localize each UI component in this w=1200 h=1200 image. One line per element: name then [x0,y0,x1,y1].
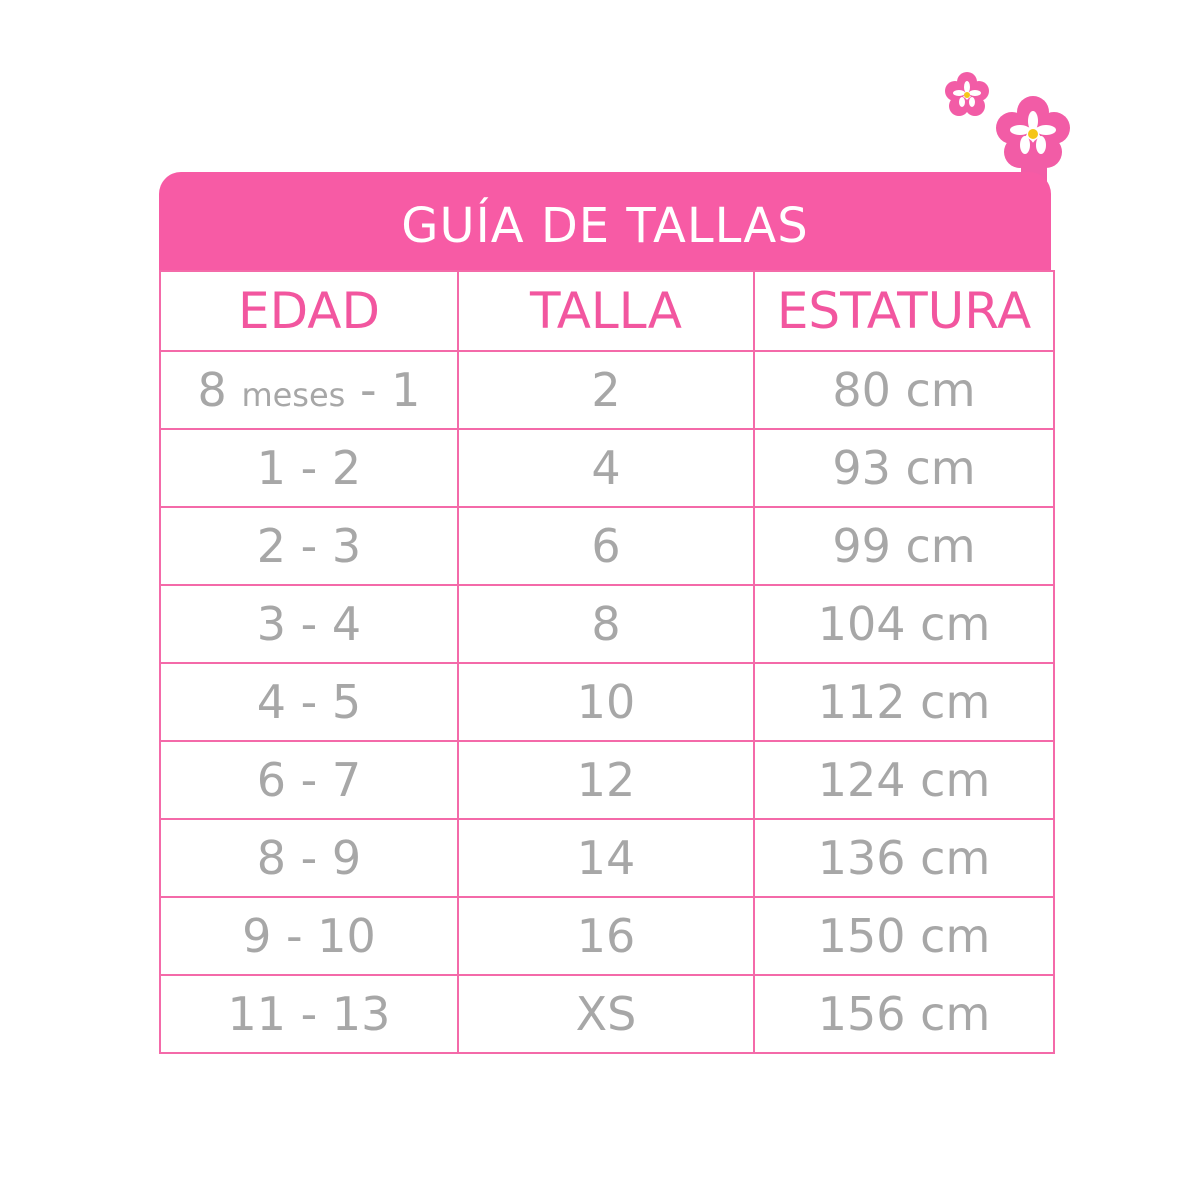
table-row: 1 - 2 4 93 cm [159,428,1055,508]
table-row: 8 - 9 14 136 cm [159,818,1055,898]
cell-estatura: 99 cm [753,506,1055,586]
cell-edad: 8 meses - 1 [159,350,459,430]
column-header-talla: TALLA [457,270,755,352]
cell-edad: 2 - 3 [159,506,459,586]
cell-edad: 11 - 13 [159,974,459,1054]
table-row: 8 meses - 1 2 80 cm [159,350,1055,430]
table-header-row: EDAD TALLA ESTATURA [159,270,1055,352]
table-row: 2 - 3 6 99 cm [159,506,1055,586]
cell-edad: 1 - 2 [159,428,459,508]
table-row: 6 - 7 12 124 cm [159,740,1055,820]
cell-estatura: 80 cm [753,350,1055,430]
column-header-estatura: ESTATURA [753,270,1055,352]
cell-edad: 3 - 4 [159,584,459,664]
edad-start: 8 [197,363,227,417]
cell-estatura: 112 cm [753,662,1055,742]
cell-talla: 14 [457,818,755,898]
cell-estatura: 124 cm [753,740,1055,820]
table-row: 9 - 10 16 150 cm [159,896,1055,976]
cell-edad: 4 - 5 [159,662,459,742]
cell-estatura: 150 cm [753,896,1055,976]
edad-end: - 1 [359,363,421,417]
cell-talla: 12 [457,740,755,820]
cell-talla: XS [457,974,755,1054]
cell-talla: 4 [457,428,755,508]
size-table: EDAD TALLA ESTATURA 8 meses - 1 2 80 cm 1 -… [159,270,1055,1054]
cell-estatura: 156 cm [753,974,1055,1054]
cell-estatura: 104 cm [753,584,1055,664]
size-guide-card: GUÍA DE TALLAS EDAD TALLA ESTATURA 8 mes… [159,172,1055,1054]
cell-estatura: 136 cm [753,818,1055,898]
cell-talla: 6 [457,506,755,586]
flower-icon [945,72,989,116]
table-row: 4 - 5 10 112 cm [159,662,1055,742]
page-title: GUÍA DE TALLAS [159,172,1051,270]
cell-talla: 2 [457,350,755,430]
cell-edad: 8 - 9 [159,818,459,898]
table-row: 11 - 13 XS 156 cm [159,974,1055,1054]
cell-estatura: 93 cm [753,428,1055,508]
cell-talla: 10 [457,662,755,742]
cell-edad: 9 - 10 [159,896,459,976]
table-row: 3 - 4 8 104 cm [159,584,1055,664]
flower-icon [996,96,1070,182]
flower-decoration [945,72,1070,182]
cell-talla: 16 [457,896,755,976]
column-header-edad: EDAD [159,270,459,352]
edad-unit: meses [241,376,346,414]
cell-edad: 6 - 7 [159,740,459,820]
cell-talla: 8 [457,584,755,664]
